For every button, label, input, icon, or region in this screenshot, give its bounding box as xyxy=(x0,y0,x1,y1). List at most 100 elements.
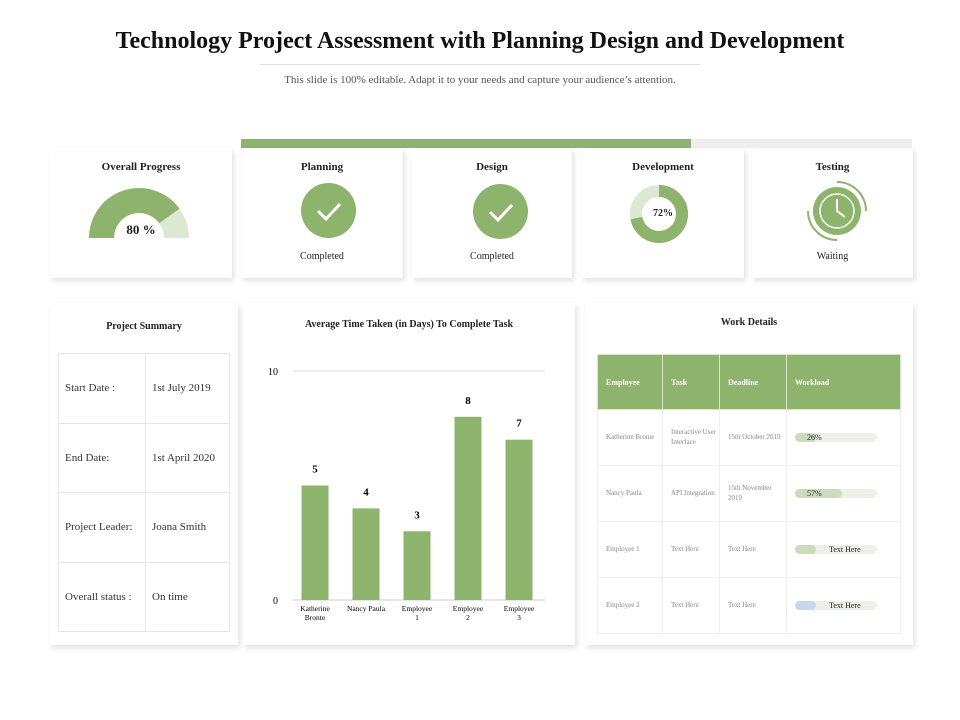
gauge-fill xyxy=(89,188,180,238)
progress-bar-fill xyxy=(241,139,691,148)
x-tick-label: Employee xyxy=(453,604,484,613)
design-status: Completed xyxy=(470,251,514,262)
row-value: 1st April 2020 xyxy=(145,422,230,493)
cell-employee: Employee 2 xyxy=(597,577,663,634)
workload-label: 26% xyxy=(807,433,822,442)
data-label: 4 xyxy=(363,486,369,498)
bar xyxy=(352,508,380,600)
table-row: Overall status : On time xyxy=(58,561,230,632)
table-row: Project Leader: Joana Smith xyxy=(58,492,230,563)
summary-table: Start Date :1st July 2019 End Date: 1st A… xyxy=(58,353,230,632)
table-row: Katherine Bronte Interactive User Interfa… xyxy=(597,409,901,466)
row-label: Overall status : xyxy=(58,561,146,632)
chart-title: Average Time Taken (in Days) To Complete… xyxy=(304,319,514,330)
development-value: 72% xyxy=(653,208,673,219)
work-details-card: Work Details Employee Task Deadline Work… xyxy=(585,303,913,645)
workload-fill xyxy=(795,545,816,554)
cell-task: Text Here xyxy=(662,577,720,634)
workload-bar: 26% xyxy=(795,433,877,442)
x-tick-label: 2 xyxy=(466,613,470,622)
cell-deadline: 15th October 2019 xyxy=(719,409,787,466)
cell-deadline: 15th November 2019 xyxy=(719,465,787,522)
work-title: Work Details xyxy=(720,317,778,328)
divider xyxy=(260,64,700,65)
page-subtitle: This slide is 100% editable. Adapt it to… xyxy=(284,74,676,86)
overall-progress-value: 80 % xyxy=(126,222,156,237)
card-title: Design xyxy=(476,161,508,173)
x-tick-label: Nancy Paula xyxy=(347,604,386,613)
table-row: Nancy Paula API Integration 15th November … xyxy=(597,465,901,522)
workload-bar: Text Here xyxy=(795,601,877,610)
chart-card: Average Time Taken (in Days) To Complete… xyxy=(243,303,575,645)
clock-icon xyxy=(807,181,867,241)
bar xyxy=(301,485,329,600)
header-task: Task xyxy=(662,354,720,410)
header-employee: Employee xyxy=(597,354,663,410)
bar xyxy=(505,439,533,600)
row-label: Start Date : xyxy=(58,353,146,424)
x-tick-label: 3 xyxy=(517,613,521,622)
testing-card: Testing Waiting xyxy=(752,148,913,278)
gauge-chart xyxy=(89,188,189,238)
work-table: Employee Task Deadline Workload Katherin… xyxy=(597,354,901,634)
row-value: On time xyxy=(145,561,230,632)
development-card: Development 72% xyxy=(582,148,744,278)
data-label: 5 xyxy=(312,464,318,476)
row-label: Project Leader: xyxy=(58,492,146,563)
workload-bar: Text Here xyxy=(795,545,877,554)
card-title: Planning xyxy=(300,161,344,173)
planning-card: Planning Completed xyxy=(241,148,403,278)
x-tick-label: Katherine xyxy=(300,604,330,613)
header-deadline: Deadline xyxy=(719,354,787,410)
data-label: 8 xyxy=(465,395,471,407)
table-row: End Date: 1st April 2020 xyxy=(58,422,230,493)
workload-fill xyxy=(795,433,817,442)
workload-label: Text Here xyxy=(829,545,861,554)
cell-workload: Text Here xyxy=(786,577,901,634)
summary-title: Project Summary xyxy=(106,321,182,332)
card-title: Testing xyxy=(815,161,850,173)
development-donut xyxy=(630,185,688,243)
x-tick-label: Bronte xyxy=(305,613,326,622)
y-tick-label: 0 xyxy=(273,596,278,607)
cell-workload: Text Here xyxy=(786,521,901,578)
cell-employee: Nancy Paula xyxy=(597,465,663,522)
cell-workload: 57% xyxy=(786,465,901,522)
cell-task: API Integration xyxy=(662,465,720,522)
overall-progress-bar xyxy=(241,139,912,148)
cell-employee: Katherine Bronte xyxy=(597,409,663,466)
data-label: 7 xyxy=(516,418,522,430)
card-title: Overall Progress xyxy=(101,161,181,173)
cell-deadline: Text Here xyxy=(719,577,787,634)
table-row: Start Date :1st July 2019 xyxy=(58,353,230,424)
page-title: Technology Project Assessment with Plann… xyxy=(115,28,845,54)
data-label: 3 xyxy=(414,509,420,521)
check-icon xyxy=(301,183,356,238)
table-row: Employee 2 Text Here Text Here Text Here xyxy=(597,577,901,634)
row-value: Joana Smith xyxy=(145,492,230,563)
planning-status: Completed xyxy=(300,251,344,262)
bar xyxy=(454,416,482,600)
workload-fill xyxy=(795,601,816,610)
row-value: 1st July 2019 xyxy=(145,353,230,424)
row-label: End Date: xyxy=(58,422,146,493)
cell-workload: 26% xyxy=(786,409,901,466)
cell-deadline: Text Here xyxy=(719,521,787,578)
project-summary-card: Project Summary Start Date :1st July 201… xyxy=(50,303,238,645)
design-card: Design Completed xyxy=(412,148,572,278)
check-icon xyxy=(473,184,528,239)
cell-task: Text Here xyxy=(662,521,720,578)
testing-status: Waiting xyxy=(816,251,849,262)
x-tick-label: 1 xyxy=(415,613,419,622)
workload-fill xyxy=(795,489,842,498)
donut-fill xyxy=(630,185,688,243)
bar xyxy=(403,531,431,600)
x-tick-label: Employee xyxy=(504,604,535,613)
table-header-row: Employee Task Deadline Workload xyxy=(597,354,901,410)
workload-bar: 57% xyxy=(795,489,877,498)
y-tick-label: 10 xyxy=(268,367,278,378)
x-tick-label: Employee xyxy=(402,604,433,613)
header-workload: Workload xyxy=(786,354,901,410)
table-row: Employee 1 Text Here Text Here Text Here xyxy=(597,521,901,578)
